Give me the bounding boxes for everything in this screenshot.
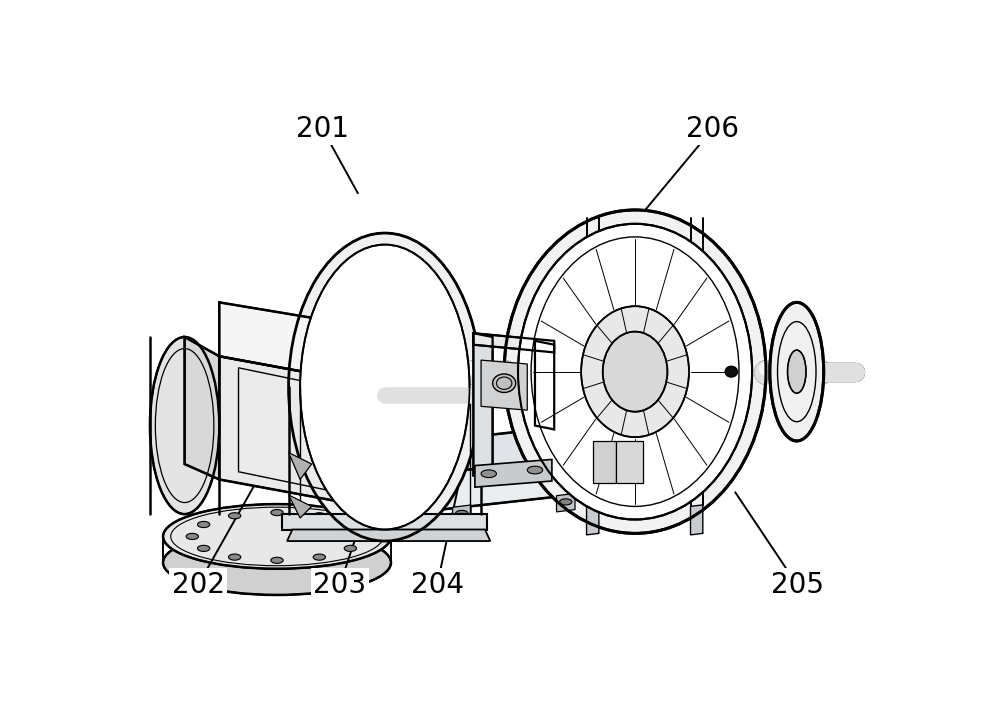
Polygon shape [288,495,311,518]
Ellipse shape [480,470,496,478]
Polygon shape [473,333,554,352]
Ellipse shape [163,530,391,595]
Ellipse shape [504,210,765,534]
Polygon shape [365,442,712,518]
Ellipse shape [186,534,198,539]
Polygon shape [474,459,552,487]
Polygon shape [690,505,702,535]
Text: 206: 206 [686,114,739,142]
Text: 205: 205 [770,571,823,599]
Polygon shape [480,360,527,410]
Polygon shape [286,529,490,541]
Ellipse shape [344,521,356,528]
Ellipse shape [659,488,671,494]
Ellipse shape [410,515,421,521]
Polygon shape [592,441,615,483]
Ellipse shape [725,367,737,377]
Ellipse shape [150,337,219,514]
Ellipse shape [786,350,805,393]
Polygon shape [585,505,598,535]
Ellipse shape [527,466,542,474]
Polygon shape [185,337,219,479]
Ellipse shape [492,374,515,393]
Ellipse shape [580,307,688,437]
Polygon shape [288,453,311,479]
Polygon shape [219,356,365,506]
Ellipse shape [613,493,625,499]
Polygon shape [282,514,487,529]
Ellipse shape [355,534,368,539]
Polygon shape [365,410,712,481]
Polygon shape [473,333,492,479]
Ellipse shape [602,332,667,411]
Polygon shape [656,482,674,501]
Ellipse shape [197,521,210,528]
Polygon shape [609,487,628,506]
Ellipse shape [769,302,823,441]
Ellipse shape [313,513,325,519]
Ellipse shape [344,545,356,552]
Polygon shape [406,510,424,529]
Text: 204: 204 [411,571,463,599]
Ellipse shape [313,554,325,560]
Ellipse shape [229,513,241,519]
Ellipse shape [270,510,283,515]
Ellipse shape [300,244,469,529]
Ellipse shape [455,510,467,516]
Ellipse shape [559,499,572,505]
Ellipse shape [270,557,283,563]
Text: 203: 203 [313,571,366,599]
Polygon shape [615,441,642,483]
Polygon shape [452,505,470,523]
Ellipse shape [197,545,210,552]
Polygon shape [556,493,575,512]
Ellipse shape [518,224,751,520]
Text: 201: 201 [295,114,348,142]
Text: 202: 202 [171,571,225,599]
Polygon shape [219,302,365,383]
Ellipse shape [163,504,391,569]
Ellipse shape [229,554,241,560]
Ellipse shape [288,233,480,541]
Polygon shape [535,341,554,429]
